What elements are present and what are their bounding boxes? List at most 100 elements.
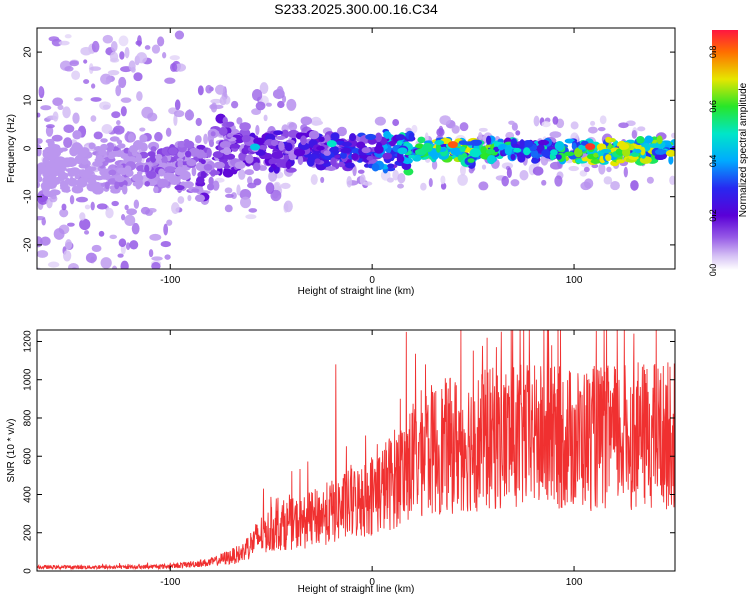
spectrogram-cell [140,206,151,215]
spectrogram-cell [200,170,207,179]
spectrogram-cell [655,153,666,161]
spectrogram-cell [121,214,126,221]
colorbar-tick-label: 0.6 [708,100,718,113]
spectrogram-cell [310,174,318,186]
spectrogram-cell [392,118,400,127]
spectrogram-cell [630,152,640,157]
spectrogram-cell [80,157,89,163]
spectrogram-cell [98,230,105,237]
spectrogram-cell [75,196,88,203]
spectrogram-cell [388,140,396,147]
spectrogram-cell [93,175,105,181]
spectrogram-cell [188,147,201,157]
spectrogram-cell [283,154,290,161]
spectrogram-cell [118,238,127,248]
spectrogram-cell [151,262,161,269]
spectrogram-cell [38,85,44,95]
spectrogram-cell [268,170,278,182]
spectrogram-cell [177,196,185,204]
spectrogram-cell [656,135,663,145]
spectrogram-hotspot [447,141,458,149]
snr-frame [36,329,676,572]
spectrogram-cell [191,188,200,193]
spectrogram-cell [151,44,161,54]
spectrogram-cell [668,155,674,165]
spectrogram-cell [530,149,539,159]
spectrogram-cell [669,175,675,185]
spectrogram-cell [583,166,590,173]
spectrogram-cell [219,141,232,149]
spectrogram-cell [417,136,426,144]
spectrogram-cell [224,204,233,213]
spectrogram-cell [519,170,529,181]
spectrogram-cell [37,250,49,258]
spectrogram-cell [428,178,433,188]
spectrogram-cell [230,100,239,109]
spectrogram-cell [351,153,359,161]
spectrogram-cell [275,135,286,140]
spectrogram-cell [618,143,630,150]
spectrogram-cell [320,176,325,184]
spectrogram-cell [65,239,73,250]
spectrogram-cell [120,97,132,103]
spectrogram-cell [100,138,108,143]
spectrogram-cell [268,158,277,165]
spectrogram-cell [116,164,124,169]
spectrogram-cell [209,170,221,176]
spectrogram-cell [387,163,395,169]
spectrogram-cell [145,170,157,179]
spectrogram-cell [578,144,588,150]
spectrogram-cell [258,165,268,171]
spectrogram-cell [93,131,103,140]
spectrogram-cell [163,223,169,236]
spectrogram-cell [336,126,347,137]
spectrogram-cell [158,168,165,177]
spectrogram-cell [63,137,73,149]
spectrogram-cell [194,194,206,202]
spectrogram-cell [90,115,97,122]
spectrogram-cell [226,121,235,127]
spectrogram-cell [511,122,518,131]
spectrogram-cell [622,147,631,157]
spectrogram-cell [326,166,337,171]
spectrogram-cell [196,176,205,184]
spectrogram-cell [255,101,266,111]
spectrogram-cell [241,135,251,143]
spectrogram-cell [72,130,82,140]
spectrogram-cell [45,138,53,144]
spectrogram-cell [288,122,298,131]
spectrogram-cell [136,52,148,64]
spectrogram-cell [374,116,386,126]
spectrogram-cell [114,181,120,190]
spectrogram-cell [338,161,345,168]
spectrogram-cell [583,178,594,189]
spectrogram-cell [397,183,404,189]
spectrogram-cell [107,69,120,76]
spectrogram-cell [459,146,466,153]
spectrogram-cell [316,145,325,151]
spectrogram-cell [470,139,483,146]
x-tick-label: -100 [160,275,180,286]
spectrogram-cell [161,156,168,165]
spectrogram-cell [144,180,151,187]
spectrogram-cell [671,132,675,139]
spectrogram-cell [523,147,531,156]
spectrogram-cell [480,146,487,154]
spectrogram-cell [533,115,540,127]
spectrogram-cell [298,142,310,151]
spectrogram-cell [259,82,269,94]
spectrogram-cell [284,142,293,152]
spectrogram-cell [203,163,213,171]
spectrogram-cell [131,222,140,235]
spectrogram-cell [67,222,75,227]
spectrogram-cell [48,36,60,42]
spectrogram-cell [223,153,236,160]
spectrogram-cell [162,52,167,59]
spectrogram-cell [79,212,86,221]
spectrogram-cell [469,147,481,158]
spectrogram-cell [510,179,520,187]
spectrogram-cell [654,148,667,155]
spectrogram-cell [84,204,91,210]
spectrogram-cell [166,219,173,226]
colorbar-tick-label: 0.4 [708,155,718,168]
